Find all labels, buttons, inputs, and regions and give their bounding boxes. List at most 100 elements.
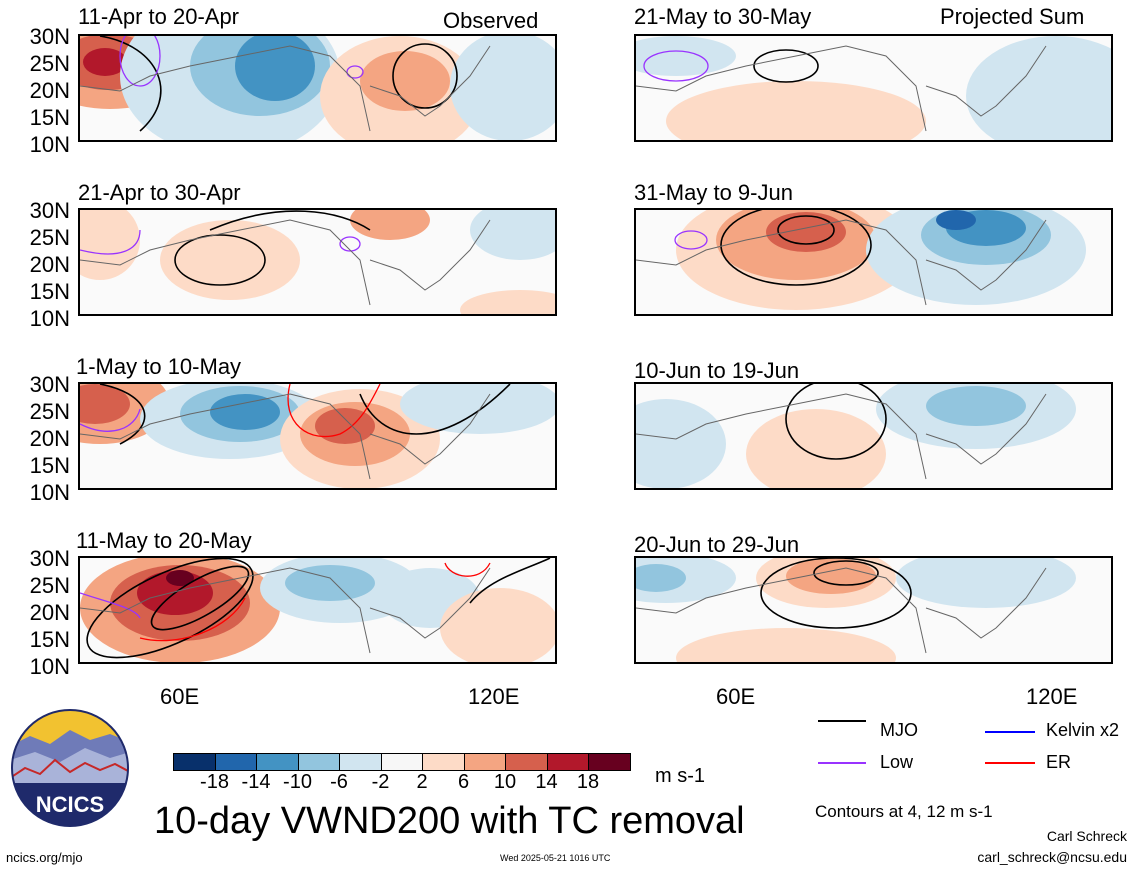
mjo-contour [469,558,551,604]
anomaly-positive [460,290,555,314]
mjo-contour [785,384,887,460]
legend-kelvin-line [985,731,1035,733]
lat-label: 15N [29,627,70,652]
author-email: carl_schreck@ncsu.edu [977,849,1127,865]
lat-label: 15N [29,453,70,478]
map-panel-7 [78,556,557,664]
map-panel-8 [634,556,1113,664]
colorbar-unit: m s-1 [655,765,705,787]
legend-low-line [818,762,866,764]
lat-label: 25N [29,51,70,76]
lat-label: 30N [29,546,70,571]
website-link[interactable]: ncics.org/mjo [6,850,83,865]
map-panel-6 [634,382,1113,490]
colorbar-swatch [546,753,589,771]
er-contour [287,384,381,438]
lat-label: 15N [29,279,70,304]
mjo-contour [209,210,371,231]
legend-mjo-line [818,720,866,722]
low-contour [346,65,364,79]
lat-label: 20N [29,426,70,451]
lon-label-120e-left: 120E [468,684,520,709]
anomaly-negative [896,558,1076,608]
lon-label-60e-left: 60E [160,684,200,709]
map-panel-5 [78,382,557,490]
colorbar-tick-label: 14 [535,771,558,793]
low-contour [674,230,708,250]
mjo-contour [720,210,872,286]
coastline [80,45,491,132]
er-contour [444,562,491,577]
panel-title-2: 21-May to 30-May [634,4,812,29]
logo-text: NCICS [36,792,104,817]
anomaly-positive [350,210,430,240]
mjo-contour [392,43,458,109]
anomaly-negative [400,384,555,434]
colorbar-swatch [173,753,216,771]
anomaly-negative [210,394,280,430]
colorbar-swatch [588,753,631,771]
low-contour [119,36,161,87]
legend-er-line [985,762,1035,764]
coastline [80,219,491,306]
lat-label: 25N [29,573,70,598]
panel-title-6: 10-Jun to 19-Jun [634,358,800,383]
mjo-contour [359,384,511,435]
legend-low-label: Low [880,752,914,772]
colorbar-swatch [505,753,548,771]
low-contour [339,236,361,252]
mjo-contour [753,49,819,83]
lat-label: 10N [29,306,70,331]
anomaly-negative [235,36,315,101]
legend-kelvin-label: Kelvin x2 [1046,720,1120,740]
legend-er-label: ER [1046,752,1072,772]
colorbar-tick-label: -10 [283,771,312,793]
colorbar-tick-label: -6 [330,771,348,793]
anomaly-positive [746,409,886,488]
colorbar-swatch [214,753,257,771]
panel-title-7: 11-May to 20-May [76,528,252,553]
lat-label: 20N [29,600,70,625]
lat-axis-row-2: 30N 25N 20N 15N 10N [8,200,70,330]
anomaly-negative [966,36,1111,140]
timestamp: Wed 2025-05-21 1016 UTC [500,853,611,863]
lat-label: 25N [29,225,70,250]
colorbar-tick-label: -2 [371,771,390,793]
anomaly-positive [676,628,896,662]
mjo-contour [99,384,146,445]
er-contour [139,597,246,642]
coastline [80,567,491,654]
mjo-contour [777,215,835,245]
colorbar-tick-label: 2 [416,771,428,793]
map-panel-3 [78,208,557,316]
anomaly-positive [80,384,130,424]
map-panel-4 [634,208,1113,316]
coastline [636,45,1047,132]
panel-title-4: 31-May to 9-Jun [634,180,793,205]
colorbar-swatch [463,753,506,771]
low-contour [80,408,141,432]
lat-label: 15N [29,105,70,130]
lat-label: 30N [29,372,70,397]
panel-title-5: 1-May to 10-May [76,354,242,379]
legend-mjo-label: MJO [880,720,918,740]
colorbar-swatch [422,753,465,771]
lat-label: 20N [29,252,70,277]
mjo-contour [86,558,254,659]
anomaly-negative [636,36,736,76]
map-panel-1 [78,34,557,142]
anomaly-positive [80,210,140,280]
colorbar-swatch [380,753,423,771]
lat-axis-row-3: 30N 25N 20N 15N 10N [8,374,70,504]
anomaly-negative [926,386,1026,426]
mjo-contour [813,560,879,586]
colorbar-swatch [256,753,299,771]
panel-title-8: 20-Jun to 29-Jun [634,532,800,557]
anomaly-negative [936,210,976,230]
panel-title-1: 11-Apr to 20-Apr [78,4,240,29]
colorbar-swatch [339,753,382,771]
lon-label-60e-right: 60E [716,684,756,709]
observed-label: Observed [443,8,539,33]
anomaly-negative [470,210,555,260]
anomaly-positive [766,212,846,252]
